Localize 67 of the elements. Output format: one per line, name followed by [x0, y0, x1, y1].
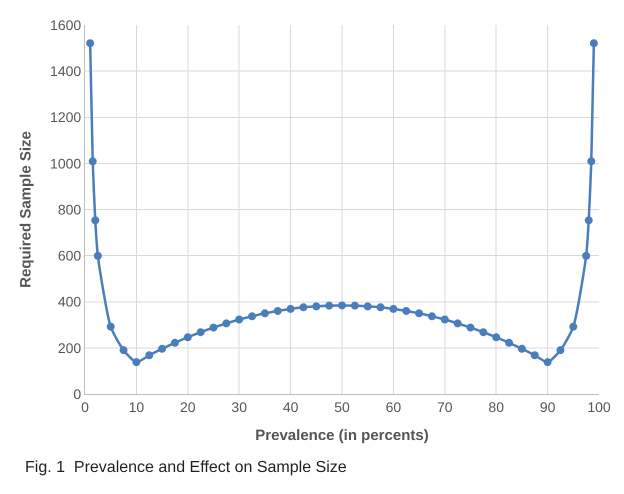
- point: [492, 333, 500, 342]
- point: [587, 157, 596, 166]
- point: [312, 302, 320, 310]
- y-axis-title: Required Sample Size: [17, 131, 34, 288]
- point: [132, 358, 140, 366]
- x-tick-label: 50: [334, 398, 350, 415]
- point: [158, 344, 166, 353]
- y-tick-label: 1400: [50, 63, 82, 80]
- point: [440, 316, 449, 324]
- point: [518, 344, 526, 353]
- point: [569, 322, 578, 331]
- point: [466, 324, 474, 332]
- point: [196, 328, 205, 336]
- point: [505, 338, 514, 347]
- point: [389, 304, 398, 313]
- y-tick-label: 0: [73, 386, 82, 402]
- y-tick-label: 800: [58, 201, 82, 218]
- point: [584, 216, 593, 224]
- point: [222, 319, 230, 328]
- point: [364, 302, 372, 310]
- point: [454, 319, 462, 328]
- point: [170, 338, 179, 347]
- point: [590, 39, 598, 48]
- x-tick-label: 10: [128, 398, 144, 415]
- y-tick-label: 1000: [50, 155, 82, 172]
- x-tick-label: 100: [587, 398, 611, 415]
- point: [556, 346, 564, 354]
- x-tick-label: 90: [540, 398, 556, 415]
- y-tick-label: 600: [58, 248, 82, 264]
- point: [184, 333, 192, 342]
- point: [428, 312, 436, 320]
- point: [120, 346, 128, 354]
- point: [544, 358, 552, 366]
- point: [235, 316, 244, 324]
- point: [94, 252, 102, 260]
- point: [299, 303, 308, 312]
- point: [86, 39, 94, 48]
- point: [338, 301, 346, 310]
- y-tick-label: 1600: [50, 16, 82, 33]
- x-tick-label: 20: [180, 398, 196, 415]
- point: [210, 324, 218, 332]
- point: [91, 216, 100, 224]
- point: [415, 309, 424, 318]
- point: [479, 328, 488, 336]
- point: [582, 252, 590, 260]
- point: [145, 351, 154, 360]
- y-tick-label: 200: [58, 340, 82, 356]
- point: [530, 351, 539, 360]
- x-axis-title: Prevalence (in percents): [255, 426, 429, 444]
- point: [88, 157, 97, 166]
- x-tick-label: 70: [437, 398, 453, 415]
- point: [325, 302, 334, 310]
- point: [274, 306, 282, 315]
- point: [106, 322, 115, 331]
- x-tick-label: 40: [282, 398, 299, 415]
- point: [350, 302, 359, 310]
- caption: Fig. 1 Prevalence and Effect on Sample Size: [25, 459, 347, 476]
- x-tick-label: 80: [488, 398, 504, 415]
- x-tick-label: 30: [231, 398, 248, 415]
- point: [260, 309, 269, 318]
- x-tick-label: 60: [386, 398, 402, 415]
- point: [402, 306, 410, 315]
- point: [286, 304, 295, 313]
- y-tick-label: 400: [58, 294, 82, 310]
- point: [248, 312, 256, 320]
- y-tick-label: 1200: [50, 109, 82, 126]
- point: [376, 303, 385, 312]
